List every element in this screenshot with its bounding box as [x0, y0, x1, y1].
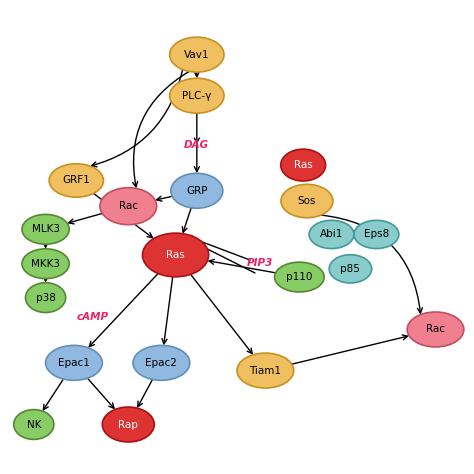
Ellipse shape: [170, 37, 224, 72]
Ellipse shape: [407, 312, 464, 347]
Text: Sos: Sos: [298, 196, 316, 206]
Text: DAG: DAG: [184, 139, 210, 149]
Text: Ras: Ras: [166, 250, 185, 260]
Ellipse shape: [22, 214, 69, 244]
Ellipse shape: [133, 346, 190, 380]
Text: Rac: Rac: [119, 201, 138, 211]
Ellipse shape: [49, 164, 103, 197]
Text: Tiam1: Tiam1: [249, 365, 282, 375]
Text: Epac1: Epac1: [58, 358, 90, 368]
Text: GRF1: GRF1: [63, 175, 90, 185]
Text: p85: p85: [340, 264, 360, 274]
Ellipse shape: [329, 255, 372, 283]
Ellipse shape: [170, 78, 224, 113]
Text: Epac2: Epac2: [146, 358, 177, 368]
Text: NK: NK: [27, 419, 41, 429]
Text: Ras: Ras: [294, 160, 312, 170]
Ellipse shape: [143, 233, 209, 277]
Ellipse shape: [237, 353, 294, 388]
Text: Rac: Rac: [426, 325, 445, 335]
Text: p38: p38: [36, 292, 55, 302]
Text: cAMP: cAMP: [77, 311, 109, 322]
Ellipse shape: [26, 283, 66, 312]
Text: Rap: Rap: [118, 419, 138, 429]
Ellipse shape: [46, 346, 102, 380]
Ellipse shape: [281, 149, 326, 181]
Ellipse shape: [309, 220, 354, 248]
Ellipse shape: [274, 262, 324, 292]
Text: Eps8: Eps8: [364, 229, 389, 239]
Text: Vav1: Vav1: [184, 50, 210, 60]
Text: MKK3: MKK3: [31, 259, 60, 269]
Text: PIP3: PIP3: [246, 258, 273, 268]
Ellipse shape: [354, 220, 399, 248]
Text: p110: p110: [286, 272, 312, 282]
Text: Abi1: Abi1: [320, 229, 343, 239]
Ellipse shape: [100, 188, 156, 225]
Text: PLC-γ: PLC-γ: [182, 91, 211, 101]
Ellipse shape: [14, 410, 54, 439]
Text: GRP: GRP: [186, 186, 208, 196]
Ellipse shape: [281, 184, 333, 218]
Text: MLK3: MLK3: [32, 224, 60, 234]
Ellipse shape: [171, 173, 223, 208]
Ellipse shape: [102, 407, 155, 442]
Ellipse shape: [22, 249, 69, 279]
